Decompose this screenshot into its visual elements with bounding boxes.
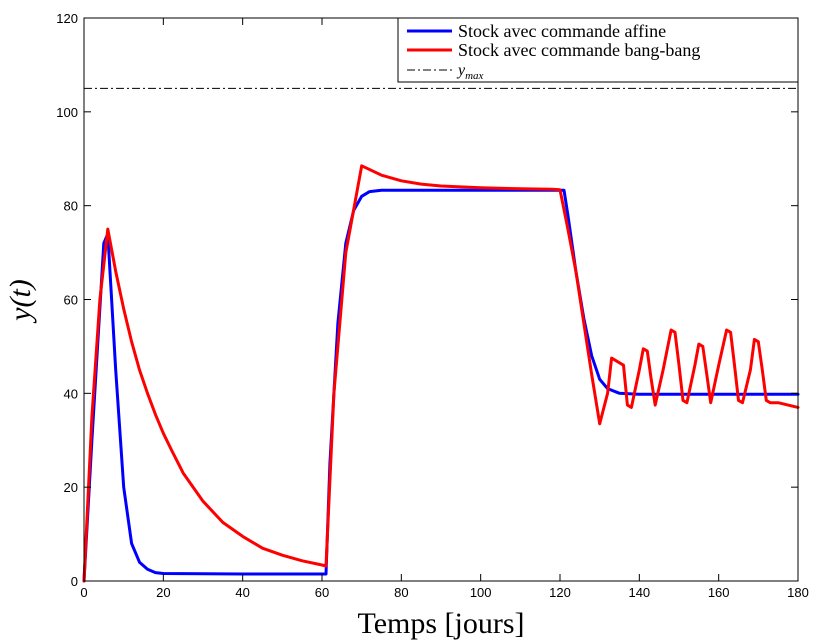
x-axis-label: Temps [jours] [357,607,524,640]
plot-background [84,18,798,581]
series-lines [82,164,800,583]
x-tick-label: 120 [549,585,571,600]
legend-box [397,17,799,83]
x-tick-label: 180 [787,585,809,600]
x-tick-label: 20 [156,585,170,600]
x-tick-label: 100 [470,585,492,600]
legend-label-affine: Stock avec commande affine [458,21,666,41]
legend-label-bang-bang: Stock avec commande bang-bang [458,40,700,60]
x-tick-label: 60 [315,585,329,600]
y-tick-label: 80 [64,199,78,214]
y-tick-label: 40 [64,386,78,401]
x-tick-label: 0 [80,585,87,600]
x-tick-label: 40 [235,585,249,600]
x-tick-label: 160 [708,585,730,600]
x-tick-label: 80 [394,585,408,600]
y-tick-label: 120 [56,11,78,26]
legend: Stock avec commande affine Stock avec co… [397,17,799,83]
series-line-bang-bang [82,164,800,583]
y-axis-label: y(t) [4,279,37,324]
y-tick-label: 20 [64,480,78,495]
y-tick-label: 100 [56,105,78,120]
y-tick-label: 0 [71,574,78,589]
legend-label-ymax: ymax [456,62,484,82]
x-tick-label: 140 [628,585,650,600]
y-tick-label: 60 [64,293,78,308]
